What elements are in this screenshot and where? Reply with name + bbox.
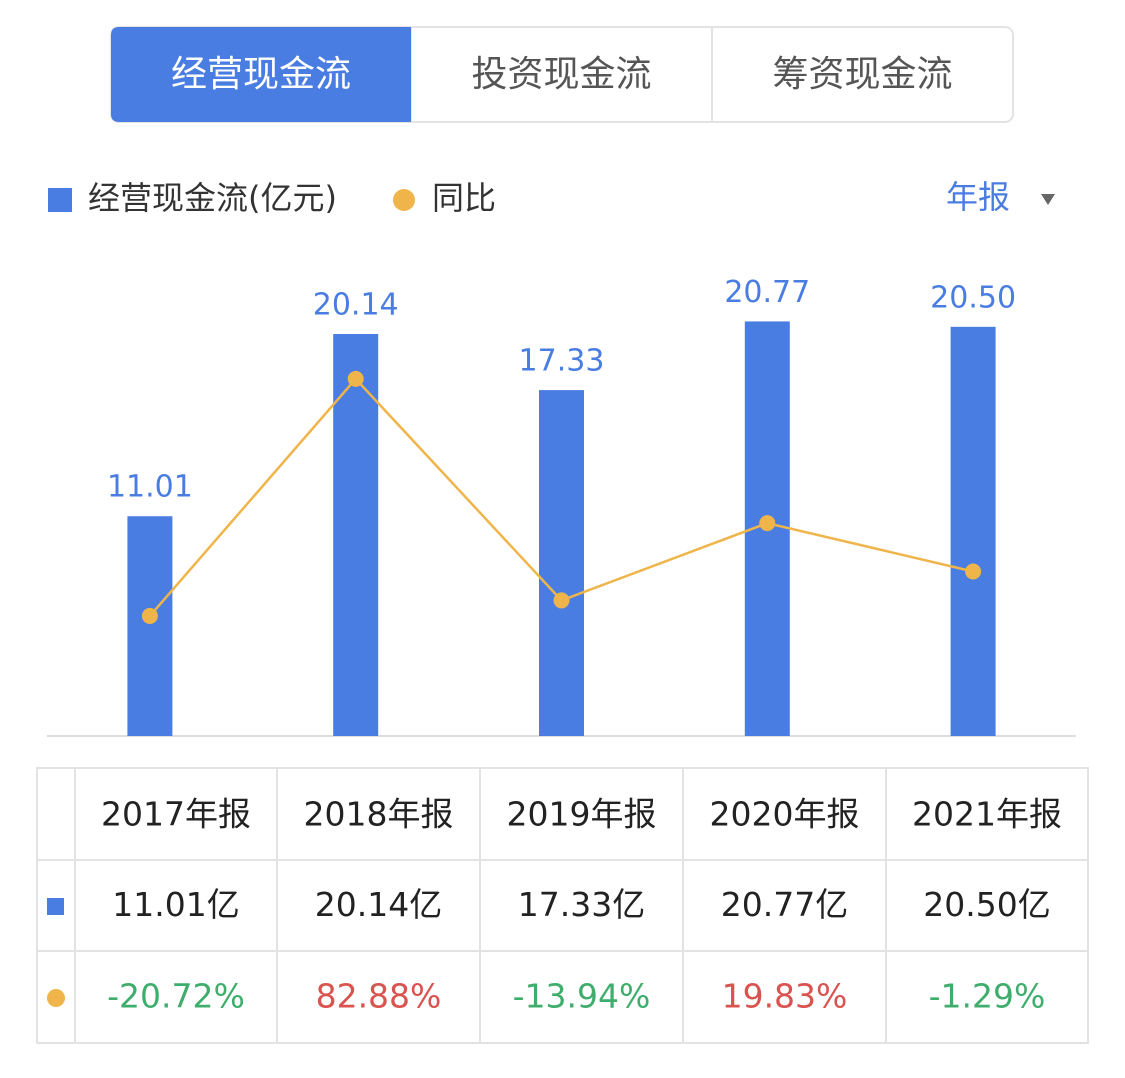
table-header: 2020年报 xyxy=(710,795,860,834)
legend-label: 同比 xyxy=(432,179,496,217)
table-cell: 20.77亿 xyxy=(721,885,848,924)
table-header: 2019年报 xyxy=(507,795,657,834)
tab[interactable]: 经营现金流 xyxy=(171,54,351,95)
line-point xyxy=(965,563,982,580)
legend-swatch xyxy=(393,189,415,211)
table-cell: 20.50亿 xyxy=(923,885,1050,924)
data-label: 20.77 xyxy=(724,275,810,310)
data-label: 20.14 xyxy=(313,288,399,323)
period-selector[interactable]: 年报 xyxy=(946,178,1010,216)
table-header: 2021年报 xyxy=(912,795,1062,834)
bar xyxy=(127,516,173,736)
table-cell: -1.29% xyxy=(929,977,1046,1016)
row-marker xyxy=(47,898,64,915)
tab-active-bg xyxy=(111,27,411,122)
line-point xyxy=(759,515,776,532)
tab[interactable]: 筹资现金流 xyxy=(772,54,952,95)
tab[interactable]: 投资现金流 xyxy=(471,54,651,95)
table-header: 2017年报 xyxy=(101,795,251,834)
data-label: 11.01 xyxy=(107,470,193,505)
bar xyxy=(333,334,379,736)
line-point xyxy=(141,607,158,624)
row-marker xyxy=(47,989,65,1007)
table-border xyxy=(36,767,1089,1044)
legend-label: 经营现金流(亿元) xyxy=(88,179,337,217)
data-label: 17.33 xyxy=(519,344,605,379)
bar xyxy=(950,326,996,736)
table-cell: 11.01亿 xyxy=(112,885,239,924)
dropdown-arrow[interactable] xyxy=(1041,194,1055,205)
data-label: 20.50 xyxy=(930,280,1016,315)
table-cell: 17.33亿 xyxy=(518,885,645,924)
legend-swatch xyxy=(48,188,72,212)
table-cell: 19.83% xyxy=(722,977,848,1016)
table-cell: 20.14亿 xyxy=(315,885,442,924)
table-cell: -13.94% xyxy=(513,977,651,1016)
line-point xyxy=(553,592,570,609)
table-header: 2018年报 xyxy=(304,795,454,834)
bar xyxy=(539,390,584,736)
table-cell: 82.88% xyxy=(316,977,442,1016)
line-point xyxy=(347,370,364,387)
table-cell: -20.72% xyxy=(107,977,245,1016)
